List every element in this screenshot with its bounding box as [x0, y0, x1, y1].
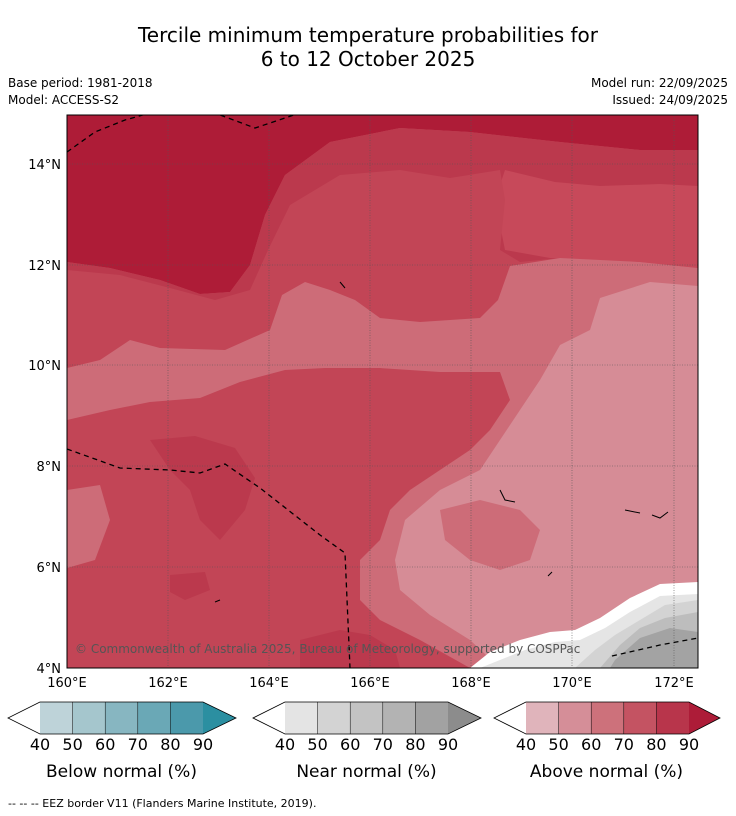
colorbar-tick-label: 90	[679, 735, 699, 754]
lat-label: 6°N	[37, 561, 62, 576]
colorbar-segment	[558, 702, 592, 734]
islands	[214, 281, 669, 603]
lon-label: 160°E	[47, 676, 87, 691]
lat-label: 8°N	[37, 460, 62, 475]
colorbar-under-triangle	[494, 702, 526, 734]
near-normal-label: Near normal (%)	[296, 762, 437, 782]
colorbar-tick-label: 90	[438, 735, 458, 754]
colorbar-segment	[285, 702, 318, 734]
colorbar-tick-label: 40	[275, 735, 295, 754]
colorbar-tick-label: 80	[160, 735, 180, 754]
colorbar-segment	[137, 702, 171, 734]
colorbar-segment	[350, 702, 383, 734]
colorbar-segment	[591, 702, 624, 734]
probability-field	[67, 115, 698, 668]
colorbar-segment	[170, 702, 203, 734]
eez-footnote: -- -- -- EEZ border V11 (Flanders Marine…	[8, 797, 317, 810]
above-50-region	[395, 282, 698, 668]
above-80-patch-3	[170, 572, 210, 600]
colorbar-tick-label: 80	[646, 735, 666, 754]
model-name: Model: ACCESS-S2	[8, 93, 120, 107]
colorbar-tick-label: 50	[62, 735, 82, 754]
map-grid	[67, 115, 698, 668]
colorbar-tick-label: 60	[340, 735, 360, 754]
above-90-region	[67, 115, 698, 294]
colorbar-below: 40 50 60 70 80 90	[7, 701, 237, 754]
colorbar-tick-label: 50	[307, 735, 327, 754]
map-frame	[66, 114, 699, 669]
eez-borders	[67, 115, 698, 668]
colorbar-tick-label: 70	[128, 735, 148, 754]
below-normal-label: Below normal (%)	[46, 762, 197, 782]
colorbar-above: 40 50 60 70 80 90	[493, 701, 721, 754]
lon-label: 162°E	[148, 676, 188, 691]
above-60-patch-lower	[440, 500, 540, 570]
colorbar-segment	[623, 702, 657, 734]
above-80-patch-2	[150, 436, 255, 540]
colorbar-tick-label: 90	[193, 735, 213, 754]
near-70-region	[610, 628, 698, 668]
above-normal-label: Above normal (%)	[529, 762, 684, 782]
lon-label: 166°E	[350, 676, 390, 691]
title-line-1: Tercile minimum temperature probabilitie…	[137, 23, 599, 47]
colorbar-segment	[656, 702, 689, 734]
colorbar-tick-label: 40	[516, 735, 536, 754]
lon-axis: 160°E 162°E 164°E 166°E 168°E 170°E 172°…	[47, 676, 694, 691]
lon-label: 172°E	[654, 676, 694, 691]
colorbar-tick-label: 80	[405, 735, 425, 754]
colorbar-near: 40 50 60 70 80 90	[252, 701, 482, 754]
colorbar-tick-label: 70	[373, 735, 393, 754]
colorbar-legends: 40 50 60 70 80 90 40 50 60 70 80 90 40 50 60 70 80 90	[7, 701, 721, 754]
lat-label: 4°N	[37, 662, 62, 677]
lat-label: 10°N	[28, 359, 61, 374]
colorbar-tick-label: 40	[30, 735, 50, 754]
colorbar-over-triangle	[203, 702, 236, 734]
colorbar-segment	[526, 702, 559, 734]
colorbar-over-triangle	[448, 702, 481, 734]
lon-label: 164°E	[249, 676, 289, 691]
title-line-2: 6 to 12 October 2025	[260, 47, 476, 71]
model-run: Model run: 22/09/2025	[590, 76, 728, 90]
colorbar-segment	[40, 702, 73, 734]
copyright-text: © Commonwealth of Australia 2025, Bureau…	[75, 642, 580, 656]
colorbar-tick-label: 50	[548, 735, 568, 754]
colorbar-segment	[72, 702, 106, 734]
colorbar-segment	[317, 702, 351, 734]
lat-axis: 14°N 12°N 10°N 8°N 6°N 4°N	[28, 158, 61, 677]
lat-label: 12°N	[28, 259, 61, 274]
above-80-patch	[300, 630, 400, 668]
colorbar-segment	[415, 702, 448, 734]
colorbar-segment	[105, 702, 138, 734]
lat-label: 14°N	[28, 158, 61, 173]
colorbar-tick-label: 70	[614, 735, 634, 754]
colorbar-under-triangle	[8, 702, 40, 734]
colorbar-under-triangle	[253, 702, 285, 734]
colorbar-tick-label: 60	[581, 735, 601, 754]
lon-label: 168°E	[451, 676, 491, 691]
base-period: Base period: 1981-2018	[8, 76, 153, 90]
colorbar-segment	[382, 702, 416, 734]
lon-label: 170°E	[552, 676, 592, 691]
colorbar-over-triangle	[689, 702, 720, 734]
colorbar-tick-label: 60	[95, 735, 115, 754]
issued-date: Issued: 24/09/2025	[612, 93, 728, 107]
